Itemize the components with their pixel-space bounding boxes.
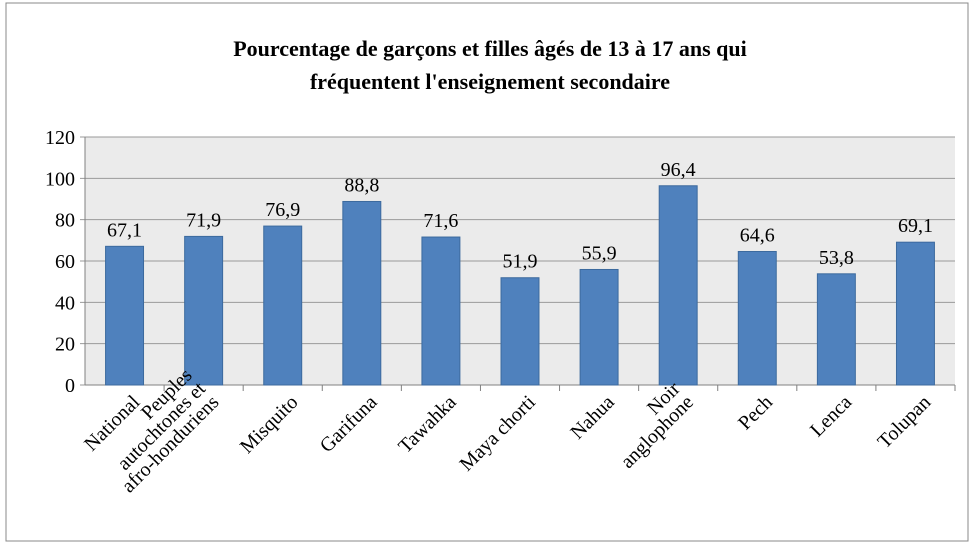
bar (342, 200, 382, 386)
y-tick-label: 60 (55, 251, 75, 273)
value-label: 96,4 (661, 159, 696, 181)
value-label: 69,1 (898, 215, 933, 237)
bar (737, 250, 777, 386)
y-tick-label: 20 (55, 334, 75, 356)
chart-title: Pourcentage de garçons et filles âgés de… (233, 36, 747, 94)
value-label: 71,6 (423, 210, 458, 232)
value-label: 67,1 (107, 219, 142, 241)
bar (895, 241, 935, 386)
bar (263, 225, 303, 386)
y-tick-label: 40 (55, 292, 75, 314)
bar (579, 268, 619, 386)
y-tick-label: 120 (45, 127, 75, 149)
bar (500, 277, 540, 386)
y-tick-label: 0 (65, 375, 75, 397)
value-label: 76,9 (265, 199, 300, 221)
value-label: 53,8 (819, 247, 854, 269)
value-label: 51,9 (503, 251, 538, 273)
bar (184, 235, 224, 386)
bar (105, 245, 145, 386)
y-tick-label: 80 (55, 210, 75, 232)
y-tick-label: 100 (45, 168, 75, 190)
bar (421, 236, 461, 386)
value-label: 64,6 (740, 224, 775, 246)
value-label: 88,8 (344, 174, 379, 196)
bar (658, 185, 698, 386)
bar (816, 273, 856, 386)
value-label: 71,9 (186, 209, 221, 231)
value-label: 55,9 (582, 242, 617, 264)
